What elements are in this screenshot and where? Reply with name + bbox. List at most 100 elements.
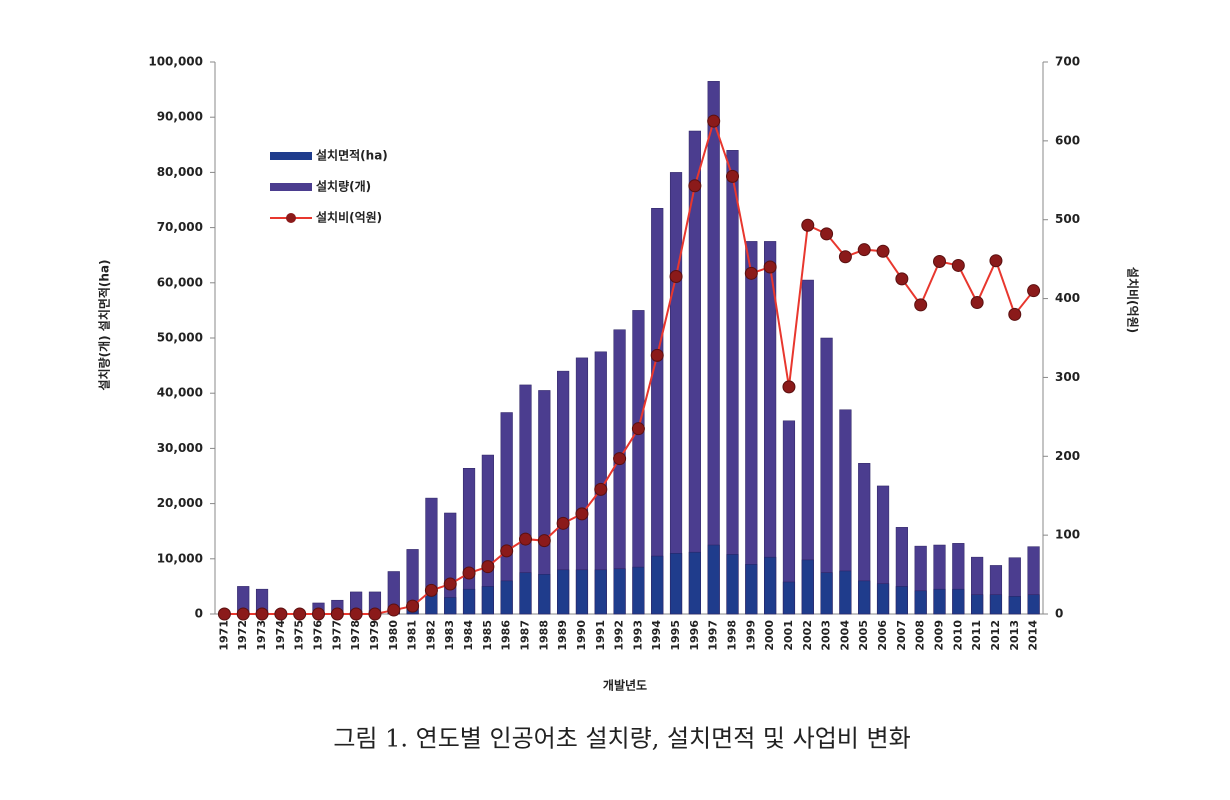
x-tick-label: 1976 <box>312 620 325 651</box>
marker <box>838 250 852 264</box>
x-tick-label: 2006 <box>876 620 889 651</box>
x-tick-label: 2012 <box>989 620 1002 651</box>
bar <box>651 555 664 615</box>
marker <box>556 516 570 530</box>
x-tick-label: 1977 <box>330 620 343 651</box>
x-tick-label: 2009 <box>933 620 946 651</box>
bar <box>952 588 965 615</box>
marker <box>424 583 438 597</box>
marker <box>330 607 344 621</box>
bar <box>557 569 570 615</box>
x-tick-label: 2013 <box>1008 620 1021 651</box>
bar <box>1008 596 1021 615</box>
legend-label: 설치면적(ha) <box>316 148 388 163</box>
y-tick-label: 20,000 <box>157 496 203 510</box>
x-tick-label: 1978 <box>349 620 362 651</box>
marker <box>707 114 721 128</box>
bar <box>669 553 683 615</box>
bar <box>519 572 532 615</box>
x-tick-label: 1971 <box>217 620 230 651</box>
y-tick-label: 40,000 <box>157 386 203 400</box>
x-tick-label: 2000 <box>763 620 776 651</box>
legend-label: 설치비(억원) <box>316 210 382 225</box>
bar <box>500 580 513 615</box>
marker <box>368 607 382 621</box>
bar <box>801 559 814 615</box>
legend-label: 설치량(개) <box>316 179 371 194</box>
bar <box>764 556 777 615</box>
bar <box>858 580 871 615</box>
marker <box>895 272 909 286</box>
x-tick-label: 1974 <box>274 620 287 651</box>
bar <box>651 208 664 615</box>
x-tick-label: 1989 <box>556 620 569 651</box>
caption: 그림 1. 연도별 인공어초 설치량, 설치면적 및 사업비 변화 <box>333 725 910 753</box>
x-axis-label: 개발년도 <box>603 678 647 693</box>
marker <box>876 244 890 258</box>
y2-tick-label: 400 <box>1055 291 1080 305</box>
x-tick-label: 2004 <box>838 620 851 651</box>
marker <box>669 269 683 283</box>
bar <box>669 172 683 615</box>
y2-tick-label: 500 <box>1055 212 1080 226</box>
bar <box>745 564 758 615</box>
y2-tick-label: 600 <box>1055 133 1080 147</box>
marker <box>387 603 401 617</box>
bar <box>613 568 626 615</box>
bar <box>726 150 739 615</box>
bar <box>782 581 796 615</box>
x-tick-label: 1990 <box>575 620 588 651</box>
marker <box>481 560 495 574</box>
x-tick-label: 1998 <box>726 620 739 651</box>
x-tick-label: 1987 <box>519 620 532 651</box>
y2-axis-label: 설치비(억원) <box>1126 267 1141 333</box>
bar <box>745 241 758 615</box>
bar <box>914 590 927 615</box>
y-tick-label: 10,000 <box>157 551 203 565</box>
marker <box>857 243 871 257</box>
bar <box>820 572 833 615</box>
marker <box>255 607 269 621</box>
bar <box>971 594 984 615</box>
marker <box>1008 307 1022 321</box>
line <box>224 117 1035 615</box>
x-tick-label: 1980 <box>387 620 400 651</box>
marker <box>312 607 325 621</box>
marker <box>933 255 946 269</box>
bar <box>876 583 890 615</box>
x-tick-label: 2003 <box>820 620 833 651</box>
bar <box>707 81 720 615</box>
bar <box>538 574 551 615</box>
bar <box>462 588 476 615</box>
bar <box>933 588 946 615</box>
y-tick-label: 70,000 <box>157 220 203 234</box>
marker <box>443 577 457 591</box>
marker <box>274 607 288 621</box>
y-tick-label: 60,000 <box>157 275 203 289</box>
marker <box>970 296 984 310</box>
x-tick-label: 2010 <box>951 620 964 651</box>
marker <box>1027 284 1041 298</box>
bar <box>726 554 739 615</box>
x-tick-label: 1993 <box>631 620 644 651</box>
marker <box>217 607 231 621</box>
x-tick-label: 1973 <box>255 620 268 651</box>
x-tick-label: 2002 <box>801 620 814 651</box>
bar <box>1027 594 1040 615</box>
x-tick-label: 1988 <box>537 620 550 651</box>
marker <box>650 348 664 362</box>
y2-tick-label: 300 <box>1055 370 1080 384</box>
bar <box>594 569 607 615</box>
marker <box>820 227 834 241</box>
marker <box>763 260 777 274</box>
y2-tick-label: 200 <box>1055 449 1080 463</box>
y-tick-label: 100,000 <box>148 55 203 69</box>
marker <box>575 507 589 521</box>
marker <box>293 607 307 621</box>
marker <box>914 298 928 312</box>
legend-swatch <box>270 183 312 191</box>
marker <box>236 607 250 621</box>
x-tick-label: 1995 <box>669 620 682 651</box>
y-tick-label: 80,000 <box>157 165 203 179</box>
